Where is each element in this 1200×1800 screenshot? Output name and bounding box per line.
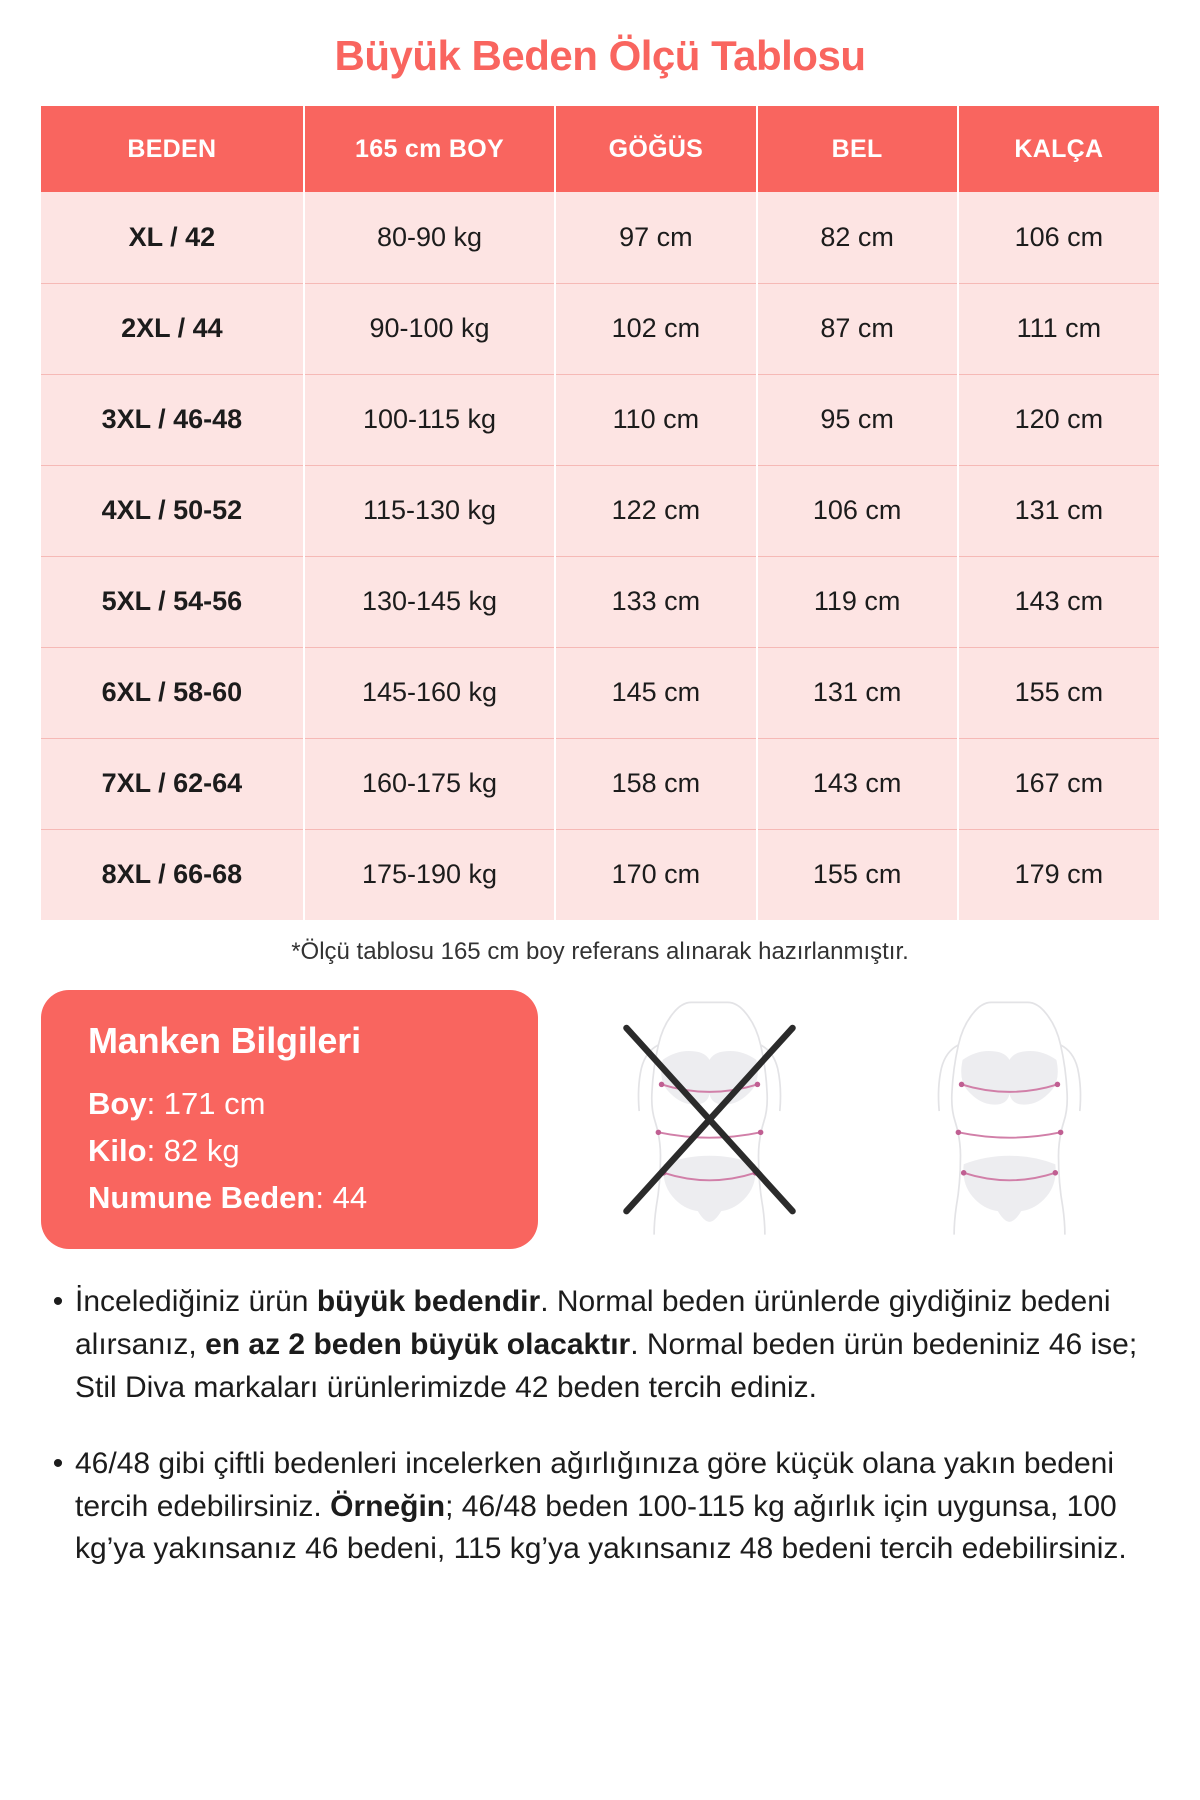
bullet-icon: • <box>52 1447 64 1481</box>
cell-boy: 100-115 kg <box>303 374 557 466</box>
table-row: 8XL / 66-68 175-190 kg 170 cm 155 cm 179 cm <box>41 829 1159 920</box>
cell-gogus: 133 cm <box>555 556 758 648</box>
cell-beden: 2XL / 44 <box>41 283 305 375</box>
model-info-heading: Manken Bilgileri <box>88 1020 361 1061</box>
cell-kalca: 120 cm <box>957 374 1159 466</box>
table-row: 7XL / 62-64 160-175 kg 158 cm 143 cm 167 cm <box>41 738 1159 830</box>
note-text: İncelediğiniz ürün büyük bedendir. Norma… <box>75 1281 1159 1409</box>
cell-kalca: 131 cm <box>957 465 1159 557</box>
cross-mark <box>623 1024 797 1215</box>
model-height-value: : 171 cm <box>146 1086 266 1121</box>
table-row: XL / 42 80-90 kg 97 cm 82 cm 106 cm <box>41 192 1159 284</box>
cell-boy: 160-175 kg <box>303 738 557 830</box>
size-table-body: XL / 42 80-90 kg 97 cm 82 cm 106 cm 2XL / 44 9… <box>41 192 1159 920</box>
table-header-row: BEDEN 165 cm BOY GÖĞÜS BEL KALÇA <box>41 106 1159 192</box>
cell-boy: 80-90 kg <box>303 192 557 284</box>
cell-boy: 145-160 kg <box>303 647 557 739</box>
table-row: 3XL / 46-48 100-115 kg 110 cm 95 cm 120 cm <box>41 374 1159 466</box>
table-row: 4XL / 50-52 115-130 kg 122 cm 106 cm 131 cm <box>41 465 1159 557</box>
cell-kalca: 143 cm <box>957 556 1159 648</box>
cell-beden: 7XL / 62-64 <box>41 738 305 830</box>
cell-boy: 175-190 kg <box>303 829 557 920</box>
size-table: BEDEN 165 cm BOY GÖĞÜS BEL KALÇA XL / 42 80-9… <box>41 106 1159 920</box>
cell-gogus: 110 cm <box>555 374 758 466</box>
column-header-1: 165 cm BOY <box>303 106 557 192</box>
cell-kalca: 167 cm <box>957 738 1159 830</box>
crossed-out-body-measure-figure <box>602 996 817 1241</box>
note-span: . Normal beden ürün bedeniniz 46 ise; St… <box>75 1327 1138 1404</box>
cell-gogus: 170 cm <box>555 829 758 920</box>
cell-bel: 106 cm <box>756 465 959 557</box>
note-emphasis: en az 2 beden büyük olacaktır <box>205 1327 631 1361</box>
cell-beden: 8XL / 66-68 <box>41 829 305 920</box>
cell-bel: 131 cm <box>756 647 959 739</box>
cell-gogus: 158 cm <box>555 738 758 830</box>
model-weight-value: : 82 kg <box>146 1133 240 1169</box>
cell-beden: 5XL / 54-56 <box>41 556 305 648</box>
note-emphasis: büyük bedendir <box>316 1285 541 1319</box>
table-footnote: *Ölçü tablosu 165 cm boy referans alınar… <box>291 938 909 965</box>
cell-boy: 115-130 kg <box>303 465 557 557</box>
column-header-2: GÖĞÜS <box>555 106 758 192</box>
cell-bel: 87 cm <box>756 283 959 375</box>
size-notes-list: • İncelediğiniz ürün büyük bedendir. Norm… <box>41 1281 1159 1571</box>
cell-kalca: 155 cm <box>957 647 1159 739</box>
table-row: 6XL / 58-60 145-160 kg 145 cm 131 cm 155 cm <box>41 647 1159 739</box>
note-text: 46/48 gibi çiftli bedenleri incelerken a… <box>75 1443 1159 1571</box>
size-table-head: BEDEN 165 cm BOY GÖĞÜS BEL KALÇA <box>41 106 1159 192</box>
cell-bel: 82 cm <box>756 192 959 284</box>
model-info-card: Manken Bilgileri Boy: 171 cm Kilo: 82 kg… <box>41 990 538 1250</box>
model-info-row: Manken Bilgileri Boy: 171 cm Kilo: 82 kg… <box>41 990 1159 1250</box>
column-header-3: BEL <box>756 106 959 192</box>
cell-boy: 90-100 kg <box>303 283 557 375</box>
note-span: . Normal beden ürünlerde giydiğiniz bede… <box>75 1285 1111 1361</box>
model-sample-size-value: : 44 <box>315 1180 368 1216</box>
note-span: ; 46/48 beden 100-115 kg ağırlık için uy… <box>75 1489 1127 1566</box>
model-height-label: Boy <box>88 1086 147 1121</box>
bullet-icon: • <box>52 1285 64 1319</box>
cell-bel: 155 cm <box>756 829 959 920</box>
cell-gogus: 122 cm <box>555 465 758 557</box>
cell-kalca: 111 cm <box>957 283 1159 375</box>
cell-boy: 130-145 kg <box>303 556 557 648</box>
cell-beden: 3XL / 46-48 <box>41 374 305 466</box>
cell-kalca: 106 cm <box>957 192 1159 284</box>
model-weight-label: Kilo <box>88 1133 147 1169</box>
model-height-line: Boy: 171 cm <box>88 1080 538 1127</box>
cell-bel: 119 cm <box>756 556 959 648</box>
cell-beden: XL / 42 <box>41 192 305 284</box>
table-row: 2XL / 44 90-100 kg 102 cm 87 cm 111 cm <box>41 283 1159 375</box>
cell-gogus: 145 cm <box>555 647 758 739</box>
size-table-container: BEDEN 165 cm BOY GÖĞÜS BEL KALÇA XL / 42 80-9… <box>41 106 1159 920</box>
body-measure-figure <box>902 996 1117 1241</box>
page-title: Büyük Beden Ölçü Tablosu <box>334 32 866 79</box>
table-row: 5XL / 54-56 130-145 kg 133 cm 119 cm 143 cm <box>41 556 1159 648</box>
note-emphasis: Örneğin <box>330 1489 446 1523</box>
note-span: İncelediğiniz ürün <box>75 1285 317 1319</box>
model-sample-size-label: Numune Beden <box>88 1180 316 1216</box>
note-item-1: • 46/48 gibi çiftli bedenleri incelerken … <box>41 1443 1159 1571</box>
cell-kalca: 179 cm <box>957 829 1159 920</box>
cell-bel: 143 cm <box>756 738 959 830</box>
cell-bel: 95 cm <box>756 374 959 466</box>
cell-gogus: 102 cm <box>555 283 758 375</box>
note-span: 46/48 gibi çiftli bedenleri incelerken a… <box>75 1447 1114 1523</box>
cell-gogus: 97 cm <box>555 192 758 284</box>
note-item-0: • İncelediğiniz ürün büyük bedendir. Norm… <box>41 1281 1159 1409</box>
column-header-0: BEDEN <box>41 106 305 192</box>
model-weight-line: Kilo: 82 kg <box>88 1127 538 1174</box>
measurement-figures <box>560 990 1159 1241</box>
cell-beden: 4XL / 50-52 <box>41 465 305 557</box>
model-sample-size-line: Numune Beden: 44 <box>88 1174 538 1221</box>
column-header-4: KALÇA <box>957 106 1159 192</box>
cell-beden: 6XL / 58-60 <box>41 647 305 739</box>
